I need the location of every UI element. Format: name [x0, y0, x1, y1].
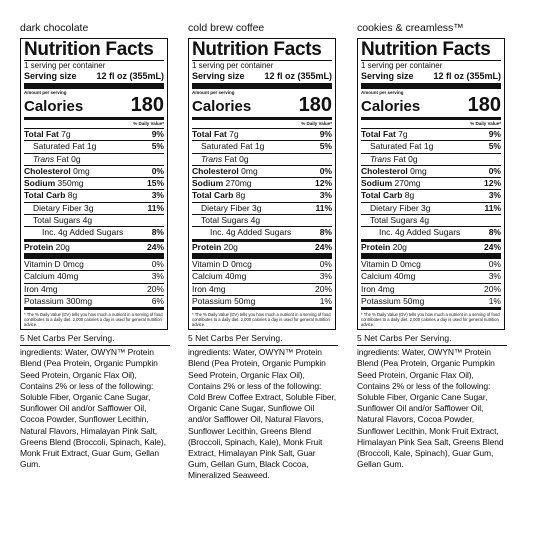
protein-row: Protein 20g 24%: [361, 238, 501, 253]
dietary-fiber-row: Dietary Fiber 3g 11%: [24, 201, 164, 214]
calories-row: Calories 180: [361, 94, 501, 117]
iron-row: Iron 4mg 20%: [192, 282, 332, 294]
daily-value-header: % Daily Value*: [133, 121, 164, 126]
flavor-name: cookies & creamless™: [357, 22, 464, 34]
calories-label: Calories: [24, 98, 84, 115]
total-fat-row: Total Fat 7g 9%: [192, 128, 332, 139]
vitamin-d-row: Vitamin D 0mcg 0%: [361, 252, 501, 270]
trans-fat-row: Trans Fat 0g: [24, 152, 164, 165]
total-carb-row: Total Carb 8g 3%: [361, 189, 501, 201]
total-sugars-row: Total Sugars 4g: [192, 214, 332, 226]
calories-label: Calories: [361, 98, 421, 115]
sodium-row: Sodium 270mg 12%: [361, 177, 501, 189]
cholesterol-row: Cholesterol 0mg 0%: [24, 164, 164, 176]
vitamin-d-row: Vitamin D 0mcg 0%: [24, 252, 164, 270]
calories-value: 180: [298, 94, 332, 116]
total-carb-row: Total Carb 8g 3%: [192, 189, 332, 201]
sodium-row: Sodium 270mg 12%: [192, 177, 332, 189]
calories-value: 180: [467, 94, 501, 116]
amount-per-serving: Amount per serving: [361, 90, 404, 95]
total-sugars-row: Total Sugars 4g: [361, 214, 501, 226]
added-sugars-row: Inc. 4g Added Sugars 8%: [361, 226, 501, 238]
dietary-fiber-row: Dietary Fiber 3g 11%: [361, 201, 501, 214]
nutrition-facts-panel: Nutrition Facts 1 serving per container …: [357, 38, 505, 331]
servings-per-container: 1 serving per container: [192, 61, 274, 70]
flavor-name: dark chocolate: [20, 22, 89, 34]
protein-row: Protein 20g 24%: [24, 238, 164, 253]
nutrition-facts-panel: Nutrition Facts 1 serving per container …: [188, 38, 336, 331]
flavor-column: cookies & creamless™ Nutrition Facts 1 s…: [357, 22, 507, 470]
potassium-row: Potassium 50mg 1%: [361, 294, 501, 306]
calcium-row: Calcium 40mg 3%: [192, 270, 332, 282]
daily-value-footnote: * The % Daily Value (DV) tells you how m…: [24, 307, 164, 327]
total-fat-row: Total Fat 7g 9%: [24, 128, 164, 139]
trans-fat-row: Trans Fat 0g: [361, 152, 501, 165]
daily-value-header: % Daily Value*: [470, 121, 501, 126]
net-carbs: 5 Net Carbs Per Serving.: [188, 333, 338, 347]
calcium-row: Calcium 40mg 3%: [24, 270, 164, 282]
serving-size-value: 12 fl oz (355mL): [96, 71, 164, 81]
dietary-fiber-row: Dietary Fiber 3g 11%: [192, 201, 332, 214]
potassium-row: Potassium 300mg 6%: [24, 294, 164, 306]
nutrition-facts-title: Nutrition Facts: [24, 39, 154, 60]
serving-size-label: Serving size: [192, 71, 245, 81]
saturated-fat-row: Saturated Fat 1g 5%: [361, 140, 501, 152]
serving-size-label: Serving size: [361, 71, 414, 81]
serving-size: Serving size 12 fl oz (355mL): [24, 71, 164, 83]
calories-value: 180: [130, 94, 164, 116]
ingredients: ingredients: Water, OWYN™ Protein Blend …: [188, 347, 336, 481]
servings-per-container: 1 serving per container: [361, 61, 443, 70]
daily-value-footnote: * The % Daily Value (DV) tells you how m…: [361, 307, 501, 327]
serving-size: Serving size 12 fl oz (355mL): [192, 71, 332, 83]
calories-row: Calories 180: [192, 94, 332, 117]
nutrition-facts-title: Nutrition Facts: [361, 39, 491, 60]
added-sugars-row: Inc. 4g Added Sugars 8%: [24, 226, 164, 238]
daily-value-header: % Daily Value*: [301, 121, 332, 126]
amount-per-serving: Amount per serving: [192, 90, 235, 95]
calories-row: Calories 180: [24, 94, 164, 117]
flavor-name: cold brew coffee: [188, 22, 265, 34]
daily-value-footnote: * The % Daily Value (DV) tells you how m…: [192, 307, 332, 327]
flavor-column: dark chocolate Nutrition Facts 1 serving…: [20, 22, 170, 470]
saturated-fat-row: Saturated Fat 1g 5%: [24, 140, 164, 152]
protein-row: Protein 20g 24%: [192, 238, 332, 253]
vitamin-d-row: Vitamin D 0mcg 0%: [192, 252, 332, 270]
total-fat-row: Total Fat 7g 9%: [361, 128, 501, 139]
added-sugars-row: Inc. 4g Added Sugars 8%: [192, 226, 332, 238]
amount-per-serving: Amount per serving: [24, 90, 67, 95]
cholesterol-row: Cholesterol 0mg 0%: [192, 164, 332, 176]
calcium-row: Calcium 40mg 3%: [361, 270, 501, 282]
iron-row: Iron 4mg 20%: [361, 282, 501, 294]
total-sugars-row: Total Sugars 4g: [24, 214, 164, 226]
ingredients: ingredients: Water, OWYN™ Protein Blend …: [20, 347, 166, 470]
serving-size-label: Serving size: [24, 71, 77, 81]
total-carb-row: Total Carb 8g 3%: [24, 189, 164, 201]
potassium-row: Potassium 50mg 1%: [192, 294, 332, 306]
flavor-column: cold brew coffee Nutrition Facts 1 servi…: [188, 22, 338, 482]
servings-per-container: 1 serving per container: [24, 61, 106, 70]
iron-row: Iron 4mg 20%: [24, 282, 164, 294]
saturated-fat-row: Saturated Fat 1g 5%: [192, 140, 332, 152]
nutrition-facts-title: Nutrition Facts: [192, 39, 322, 60]
nutrition-facts-panel: Nutrition Facts 1 serving per container …: [20, 38, 168, 331]
serving-size-value: 12 fl oz (355mL): [433, 71, 501, 81]
serving-size-value: 12 fl oz (355mL): [264, 71, 332, 81]
sodium-row: Sodium 350mg 15%: [24, 177, 164, 189]
net-carbs: 5 Net Carbs Per Serving.: [357, 333, 507, 347]
serving-size: Serving size 12 fl oz (355mL): [361, 71, 501, 83]
cholesterol-row: Cholesterol 0mg 0%: [361, 164, 501, 176]
net-carbs: 5 Net Carbs Per Serving.: [20, 333, 170, 347]
ingredients: ingredients: Water, OWYN™ Protein Blend …: [357, 347, 504, 470]
calories-label: Calories: [192, 98, 252, 115]
trans-fat-row: Trans Fat 0g: [192, 152, 332, 165]
